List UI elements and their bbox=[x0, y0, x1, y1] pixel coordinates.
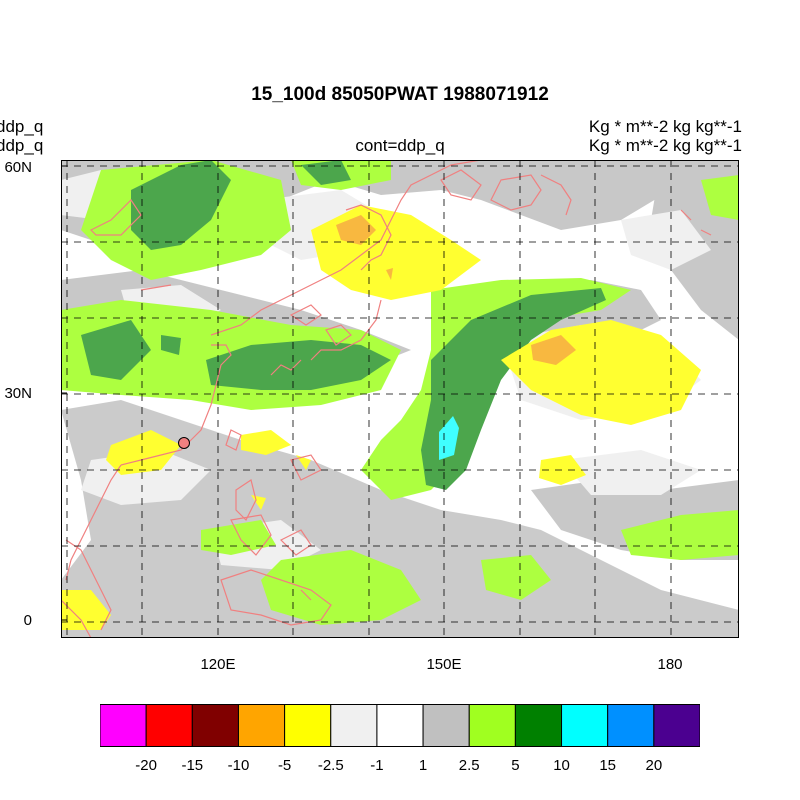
center-label: cont=ddp_q bbox=[355, 136, 445, 155]
left-label-1: ddp_q bbox=[0, 117, 44, 136]
location-marker bbox=[178, 437, 190, 449]
axis-ticks bbox=[61, 165, 67, 621]
colorbar-swatch bbox=[376, 704, 424, 747]
colorbar-label: 1 bbox=[418, 757, 428, 774]
x-tick-120e: 120E bbox=[200, 656, 236, 673]
colorbar-swatch bbox=[100, 704, 147, 747]
colorbar-swatch bbox=[284, 704, 332, 747]
y-tick-60n: 60N bbox=[4, 159, 32, 176]
colorbar-label: 5 bbox=[511, 757, 520, 774]
colorbar-label: -10 bbox=[227, 757, 250, 774]
colorbar-swatch bbox=[237, 704, 286, 747]
colorbar-label: 10 bbox=[553, 757, 570, 774]
yellow-regions bbox=[61, 205, 701, 630]
colorbar-swatch bbox=[653, 704, 700, 747]
colorbar-swatch bbox=[514, 704, 563, 747]
colorbar-swatch bbox=[145, 704, 193, 747]
map-frame bbox=[61, 160, 739, 638]
y-tick-30n: 30N bbox=[4, 385, 32, 402]
colorbar-swatch bbox=[468, 704, 516, 747]
orange-regions bbox=[336, 215, 576, 365]
colorbar-swatch bbox=[422, 704, 470, 747]
plot-title: 15_100d 85050PWAT 1988071912 bbox=[251, 84, 549, 105]
colorbar-label: 15 bbox=[599, 757, 617, 774]
x-tick-150e: 150E bbox=[426, 656, 462, 673]
map-plot bbox=[61, 160, 739, 638]
colorbar-label: -2.5 bbox=[317, 757, 344, 774]
right-label-2: Kg * m**-2 kg kg**-1 bbox=[588, 136, 742, 155]
colorbar-label: -20 bbox=[135, 757, 157, 774]
colorbar-swatch bbox=[561, 704, 609, 747]
x-tick-180: 180 bbox=[657, 656, 683, 673]
colorbar-label: 2.5 bbox=[458, 757, 480, 774]
colorbar bbox=[100, 704, 700, 747]
colorbar-label: -15 bbox=[181, 757, 204, 774]
colorbar-swatch bbox=[607, 704, 655, 747]
grid-lines bbox=[61, 160, 739, 638]
colorbar-label: 20 bbox=[645, 757, 663, 774]
colorbar-label: -5 bbox=[277, 757, 292, 774]
right-label-1: Kg * m**-2 kg kg**-1 bbox=[588, 117, 742, 136]
left-label-2: ddp_q bbox=[0, 136, 44, 155]
colorbar-swatch bbox=[330, 704, 378, 747]
y-tick-0: 0 bbox=[23, 612, 32, 629]
green-regions bbox=[81, 160, 606, 490]
colorbar-label: -1 bbox=[370, 757, 384, 774]
colorbar-swatch bbox=[191, 704, 239, 747]
